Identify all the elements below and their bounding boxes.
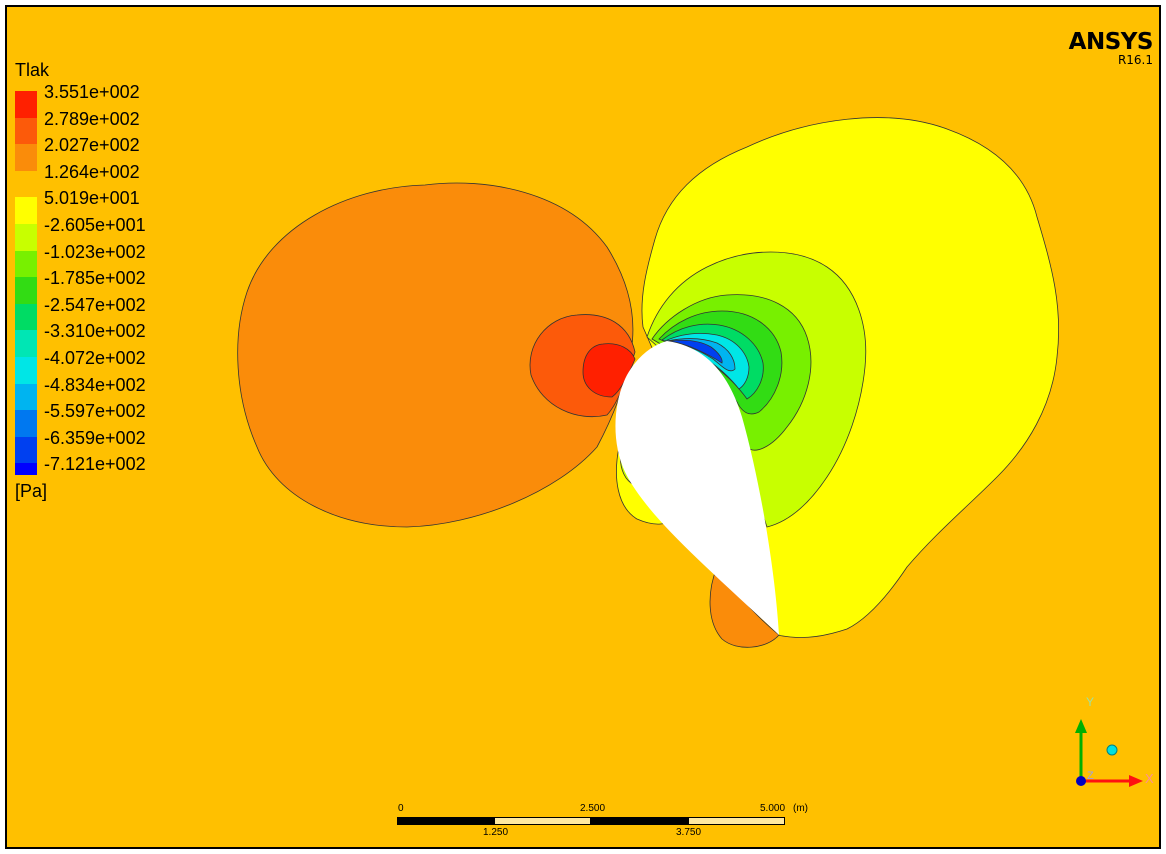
contour-region-orange-left [237,182,634,528]
pressure-contour-plot [237,117,1060,648]
legend-swatch [15,463,37,476]
legend-swatch [15,197,37,225]
scale-segment-1 [397,817,494,825]
contour-region-blue [668,339,723,364]
view-sphere-icon [1106,744,1118,756]
z-axis-dot [1076,776,1086,786]
legend-swatch [15,224,37,252]
legend-swatch [15,436,37,465]
legend-label: -4.834e+002 [44,374,146,395]
scale-tick-5000: 5.000 [760,803,786,814]
legend-swatch [15,91,37,119]
y-axis-arrowhead [1075,719,1087,733]
legend-title: Tlak [15,60,50,80]
scale-bar: 0 2.500 5.000 (m) 1.250 3.750 [397,803,808,838]
legend-label: 5.019e+001 [44,188,140,209]
legend-label: -7.121e+002 [44,454,146,475]
contour-region-red [582,343,636,398]
color-legend: 3.551e+002 2.789e+002 2.027e+002 1.264e+002… [15,83,146,476]
legend-label: -1.785e+002 [44,268,146,289]
legend-label: -2.605e+001 [44,215,146,235]
contour-region-lightblue [666,338,736,372]
scale-tick-0: 0 [398,803,404,814]
legend-swatch [15,250,37,279]
legend-unit: [Pa] [15,481,48,501]
scale-tick-3750: 3.750 [676,827,702,838]
legend-label: -2.547e+002 [44,294,146,315]
legend-label: -3.310e+002 [44,321,146,342]
legend-swatch [15,410,37,438]
legend-label: -1.023e+002 [44,241,146,262]
x-axis-arrowhead [1129,775,1143,787]
logo-version: R16.1 [1117,53,1153,67]
ansys-logo: ANSYS R16.1 [1068,29,1154,67]
axis-triad[interactable]: Y Z X [1065,691,1155,791]
scale-segment-4 [688,817,785,825]
legend-label: -4.072e+002 [44,348,146,368]
legend-label: 2.789e+002 [44,108,140,129]
logo-brand: ANSYS [1068,29,1154,55]
scale-tick-2500: 2.500 [580,803,606,814]
scale-unit: (m) [793,803,808,814]
scale-segment-3 [591,817,688,825]
y-axis-label: Y [1086,695,1094,709]
legend-swatch [15,144,37,172]
legend-swatch [15,383,37,412]
legend-label: 2.027e+002 [44,135,140,156]
legend-swatch [15,117,37,146]
legend-swatch [15,277,37,305]
legend-swatch [15,357,37,385]
legend-swatch [15,170,37,199]
legend-label: 1.264e+002 [44,161,140,182]
legend-label: -6.359e+002 [44,427,146,448]
legend-swatch [15,303,37,332]
contour-viewport[interactable]: Tlak 3.551e+002 2.789e+002 2.027e+002 1.264… [5,5,1161,849]
legend-label: -5.597e+002 [44,401,146,422]
x-axis-label: X [1145,771,1154,786]
scale-segment-2 [494,817,591,825]
legend-swatch [15,330,37,358]
scale-tick-1250: 1.250 [483,827,509,838]
legend-label: 3.551e+002 [44,82,140,102]
airfoil [615,341,779,635]
z-axis-label: Z [1087,770,1094,782]
